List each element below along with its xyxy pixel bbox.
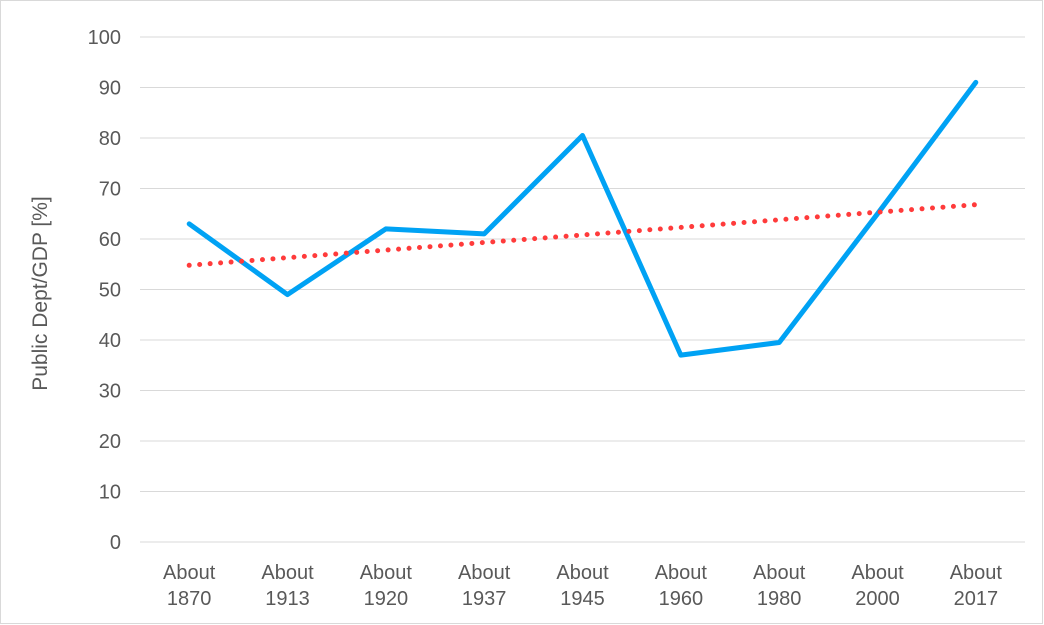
x-tick-label: About 2017: [950, 562, 1003, 610]
x-tick-label: About 1913: [261, 562, 314, 610]
x-tick-label: About 2000: [851, 562, 904, 610]
y-tick-label: 30: [99, 381, 121, 403]
y-tick-label: 50: [99, 280, 121, 302]
x-tick-label: About 1937: [458, 562, 511, 610]
series-line: [186, 79, 979, 358]
series-lines: [186, 79, 979, 358]
y-tick-label: 10: [99, 482, 121, 504]
y-tick-label: 40: [99, 330, 121, 352]
gridlines: [140, 36, 1025, 543]
trendline: [186, 202, 979, 268]
x-tick-label: About 1870: [163, 562, 216, 610]
x-tick-label: About 1945: [556, 562, 609, 610]
y-tick-label: 20: [99, 431, 121, 453]
x-axis-ticks: About 1870 About 1913 About 1920 About 1937 Abou…: [163, 562, 1002, 610]
y-tick-label: 90: [99, 78, 121, 100]
x-tick-label: About 1980: [753, 562, 806, 610]
x-tick-label: About 1920: [360, 562, 413, 610]
y-tick-label: 70: [99, 179, 121, 201]
y-axis-ticks: 0 10 20 30 40 50 60 70 80 90 100: [88, 27, 121, 554]
x-tick-label: About 1960: [655, 562, 708, 610]
y-tick-label: 0: [110, 532, 121, 554]
y-tick-label: 100: [88, 27, 121, 49]
y-axis-title: Public Dept/GDP [%]: [29, 196, 52, 391]
y-tick-label: 60: [99, 229, 121, 251]
y-tick-label: 80: [99, 128, 121, 150]
